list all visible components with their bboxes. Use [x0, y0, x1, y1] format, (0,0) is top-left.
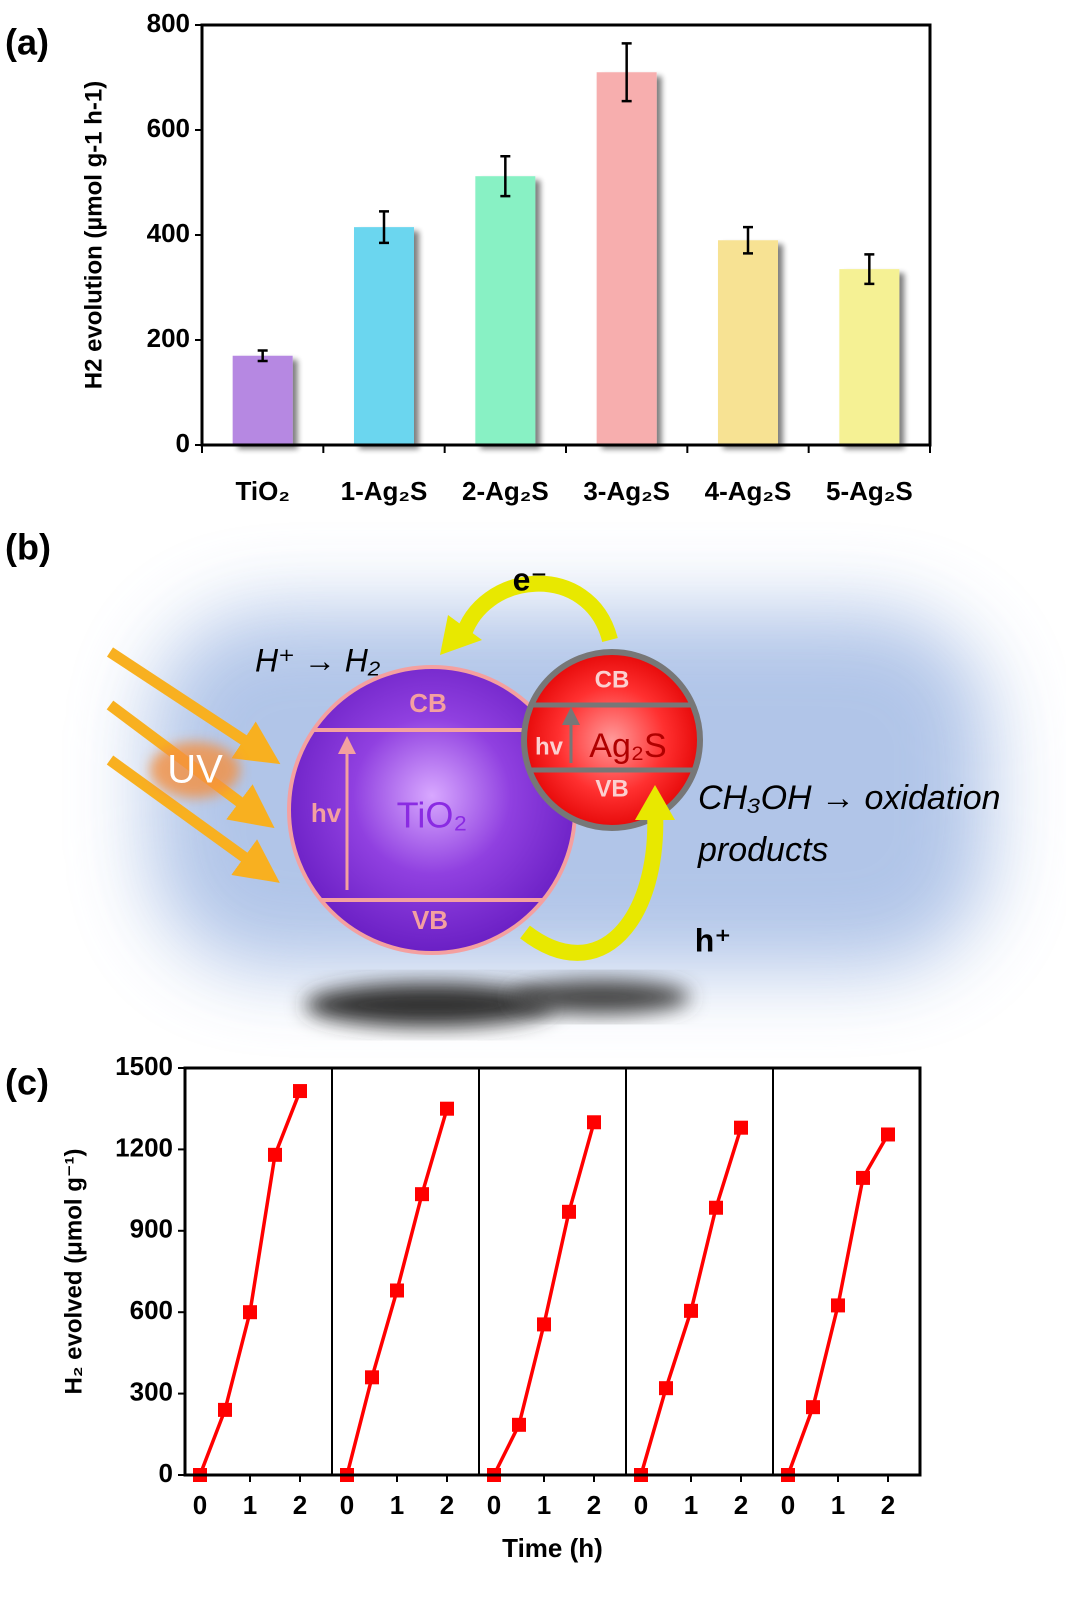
marker	[365, 1370, 379, 1384]
marker	[243, 1305, 257, 1319]
marker	[415, 1187, 429, 1201]
ag2s-vb-label: VB	[595, 775, 628, 802]
marker	[440, 1102, 454, 1116]
marker	[659, 1381, 673, 1395]
uv-label: UV	[167, 748, 223, 792]
tio2-label: TiO₂	[397, 795, 468, 836]
tio2-hv: hv	[311, 798, 342, 828]
y-tick-label: 1200	[115, 1132, 173, 1162]
x-tick-label: 0	[781, 1490, 795, 1520]
line	[200, 1091, 300, 1475]
diagram: UV CB VB hv TiO₂ CB VB hv Ag₂S e⁻ h⁺ H⁺ …	[5, 527, 1001, 1027]
marker	[562, 1205, 576, 1219]
x-tick-label: 2-Ag₂S	[462, 476, 549, 506]
hole-label: h⁺	[695, 922, 731, 958]
marker	[831, 1298, 845, 1312]
panel-label: (a)	[5, 22, 49, 63]
oxidation-label: CH₃OH → oxidation	[698, 779, 1001, 817]
x-tick-label: 2	[587, 1490, 601, 1520]
x-tick-label: 1	[390, 1490, 404, 1520]
x-tick-label: 2	[734, 1490, 748, 1520]
shadow	[510, 980, 690, 1014]
panel-label: (c)	[5, 1062, 49, 1103]
tio2-vb-label: VB	[412, 905, 448, 935]
y-tick-label: 0	[176, 428, 190, 458]
x-axis-title: Time (h)	[502, 1533, 603, 1563]
y-tick-label: 1500	[115, 1051, 173, 1081]
x-tick-label: 5-Ag₂S	[826, 476, 913, 506]
bar	[475, 176, 535, 445]
marker	[806, 1400, 820, 1414]
marker	[268, 1148, 282, 1162]
x-tick-label: 1	[537, 1490, 551, 1520]
marker	[537, 1317, 551, 1331]
bar	[718, 240, 778, 445]
panel-label: (b)	[5, 527, 51, 568]
x-tick-label: 0	[634, 1490, 648, 1520]
x-tick-label: 1	[831, 1490, 845, 1520]
shadow	[305, 983, 555, 1027]
marker	[881, 1127, 895, 1141]
bar	[233, 356, 293, 445]
marker	[512, 1418, 526, 1432]
x-tick-label: 0	[487, 1490, 501, 1520]
y-axis-title: H2 evolution (µmol g-1 h-1)	[80, 81, 107, 390]
ag2s-label: Ag₂S	[589, 727, 666, 765]
y-tick-label: 0	[159, 1458, 173, 1488]
ag2s-hv: hv	[535, 733, 564, 760]
y-tick-label: 600	[147, 113, 190, 143]
marker	[218, 1403, 232, 1417]
bar	[354, 227, 414, 445]
x-tick-label: 0	[193, 1490, 207, 1520]
page: html, body { margin: 0; padding: 0; back…	[0, 0, 1066, 1593]
reduction-label: H⁺ → H₂	[255, 642, 380, 678]
x-tick-label: 2	[440, 1490, 454, 1520]
y-tick-label: 200	[147, 323, 190, 353]
body: {"chart_data": [ {"type": "bar", "label"…	[0, 0, 1066, 1593]
plot-frame	[202, 25, 930, 445]
tio2-cb-label: CB	[409, 688, 447, 718]
bar	[839, 269, 899, 445]
y-tick-label: 900	[130, 1214, 173, 1244]
x-tick-label: 1	[684, 1490, 698, 1520]
x-tick-label: 2	[293, 1490, 307, 1520]
line	[494, 1122, 594, 1475]
line	[641, 1128, 741, 1475]
x-tick-label: 2	[881, 1490, 895, 1520]
y-tick-label: 400	[147, 218, 190, 248]
figure: UV CB VB hv TiO₂ CB VB hv Ag₂S e⁻ h⁺ H⁺ …	[0, 0, 1066, 1593]
x-tick-label: 1-Ag₂S	[341, 476, 428, 506]
y-tick-label: 600	[130, 1295, 173, 1325]
marker	[734, 1121, 748, 1135]
marker	[293, 1084, 307, 1098]
y-tick-label: 300	[130, 1376, 173, 1406]
marker	[684, 1304, 698, 1318]
bar	[597, 72, 657, 445]
electron-label: e⁻	[513, 561, 548, 597]
ag2s-cb-label: CB	[595, 666, 630, 693]
marker	[709, 1201, 723, 1215]
y-tick-label: 800	[147, 8, 190, 38]
oxidation-label: products	[697, 831, 828, 869]
marker	[587, 1115, 601, 1129]
x-tick-label: 3-Ag₂S	[583, 476, 670, 506]
x-tick-label: 0	[340, 1490, 354, 1520]
y-axis-title: H₂ evolved (μmol g⁻¹)	[60, 1148, 87, 1394]
marker	[856, 1171, 870, 1185]
x-tick-label: 4-Ag₂S	[705, 476, 792, 506]
marker	[390, 1283, 404, 1297]
x-tick-label: 1	[243, 1490, 257, 1520]
x-tick-label: TiO₂	[235, 476, 289, 506]
